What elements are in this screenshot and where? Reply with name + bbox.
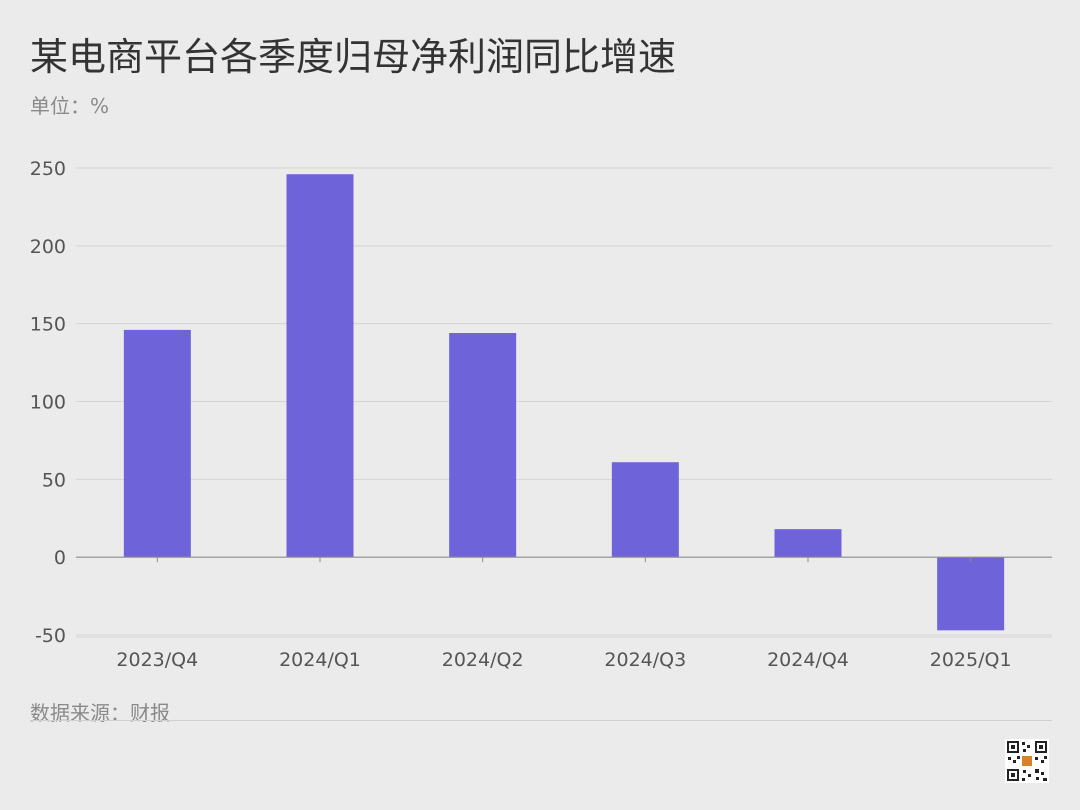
x-tick-label: 2024/Q3 [604,649,686,671]
bar-chart: 250 200 150 100 50 0 -50 2023/Q4 2024/Q1 2024/Q2 2… [30,158,1052,671]
y-tick-label: 200 [30,236,66,258]
x-tick-label: 2024/Q4 [767,649,849,671]
bar [774,529,842,558]
chart-title: 某电商平台各季度归母净利润同比增速 [30,35,677,79]
y-tick-label: 250 [30,158,66,180]
bar [937,557,1005,631]
x-tick-label: 2023/Q4 [116,649,198,671]
bar [123,329,191,558]
y-tick-label: 0 [54,547,66,569]
y-tick-label: -50 [35,625,66,647]
x-tick-label: 2024/Q2 [442,649,524,671]
bar [449,333,517,558]
y-tick-label: 100 [30,392,66,414]
data-source: 数据来源：财报 [30,701,170,725]
x-tick-label: 2025/Q1 [930,649,1012,671]
bar [286,174,354,558]
x-tick-label: 2024/Q1 [279,649,361,671]
unit-label: 单位：% [30,94,110,118]
y-tick-label: 50 [42,469,66,491]
source-divider [30,720,1052,721]
y-tick-label: 150 [30,314,66,336]
qr-code-icon [1005,739,1049,783]
bar [611,462,679,558]
